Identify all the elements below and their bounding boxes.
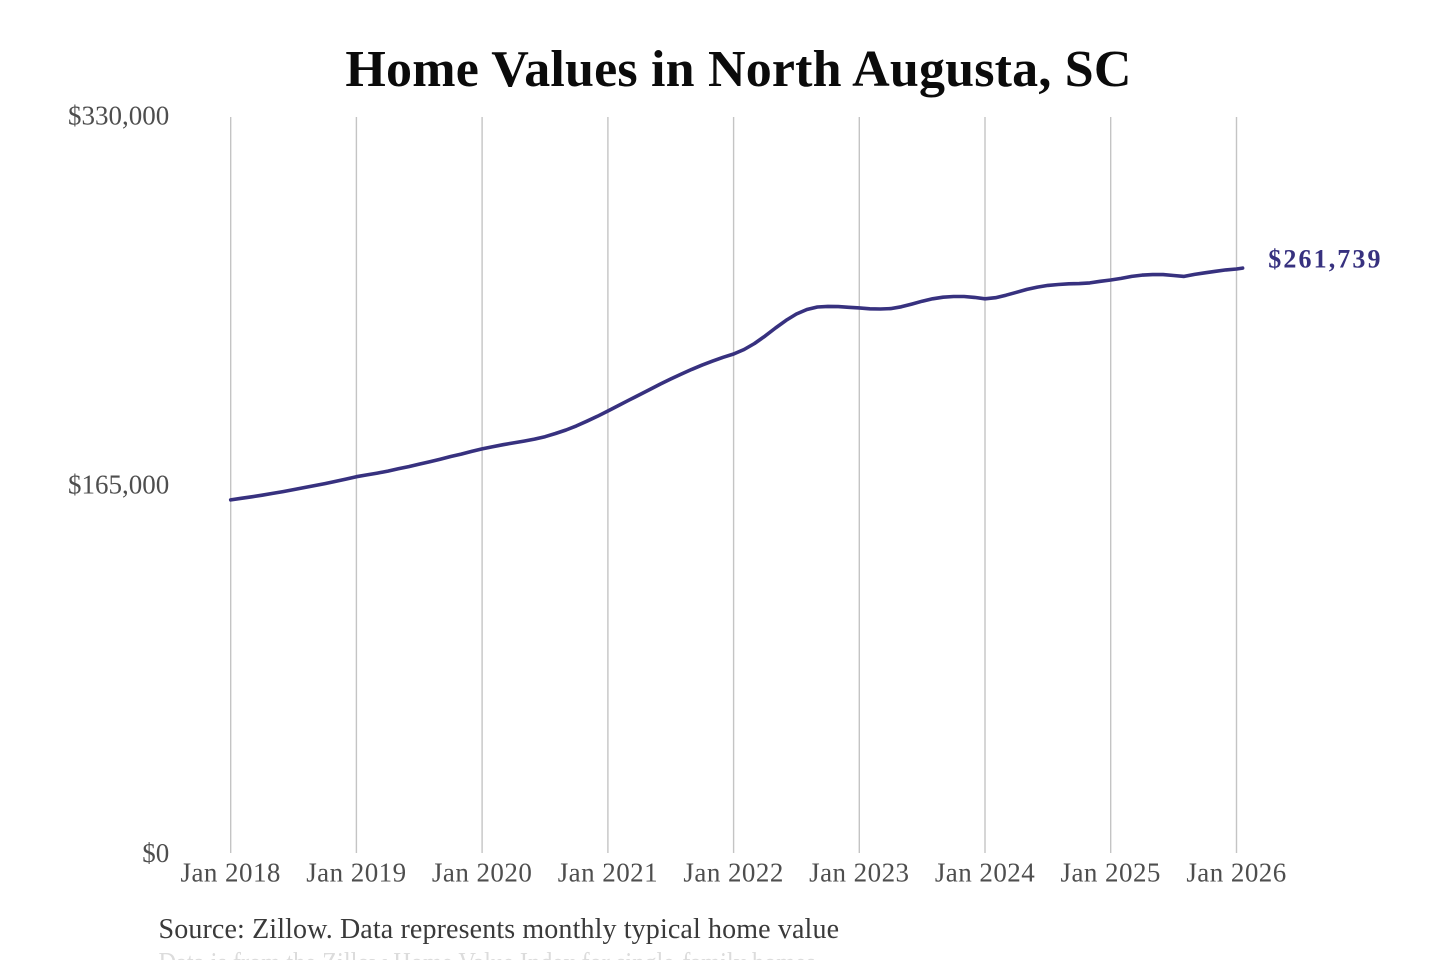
svg-text:Jan 2021: Jan 2021 — [558, 857, 658, 887]
svg-text:Jan 2026: Jan 2026 — [1186, 857, 1286, 887]
svg-text:Jan 2023: Jan 2023 — [809, 857, 909, 887]
svg-text:Jan 2025: Jan 2025 — [1061, 857, 1161, 887]
svg-text:Jan 2019: Jan 2019 — [306, 857, 406, 887]
svg-text:Jan 2022: Jan 2022 — [683, 857, 783, 887]
svg-text:$330,000: $330,000 — [68, 101, 169, 131]
svg-text:Jan 2024: Jan 2024 — [935, 857, 1035, 887]
svg-text:Source: Zillow. Data represent: Source: Zillow. Data represents monthly … — [159, 914, 840, 945]
svg-text:$165,000: $165,000 — [68, 469, 169, 499]
svg-text:Jan 2018: Jan 2018 — [181, 857, 281, 887]
svg-text:$0: $0 — [142, 838, 169, 868]
svg-text:Jan 2020: Jan 2020 — [432, 857, 532, 887]
svg-text:Home Values in North Augusta,: Home Values in North Augusta, SC — [345, 41, 1131, 98]
svg-text:$261,739: $261,739 — [1268, 245, 1382, 274]
svg-text:Data is from the Zillow Home V: Data is from the Zillow Home Value Index… — [159, 948, 816, 960]
